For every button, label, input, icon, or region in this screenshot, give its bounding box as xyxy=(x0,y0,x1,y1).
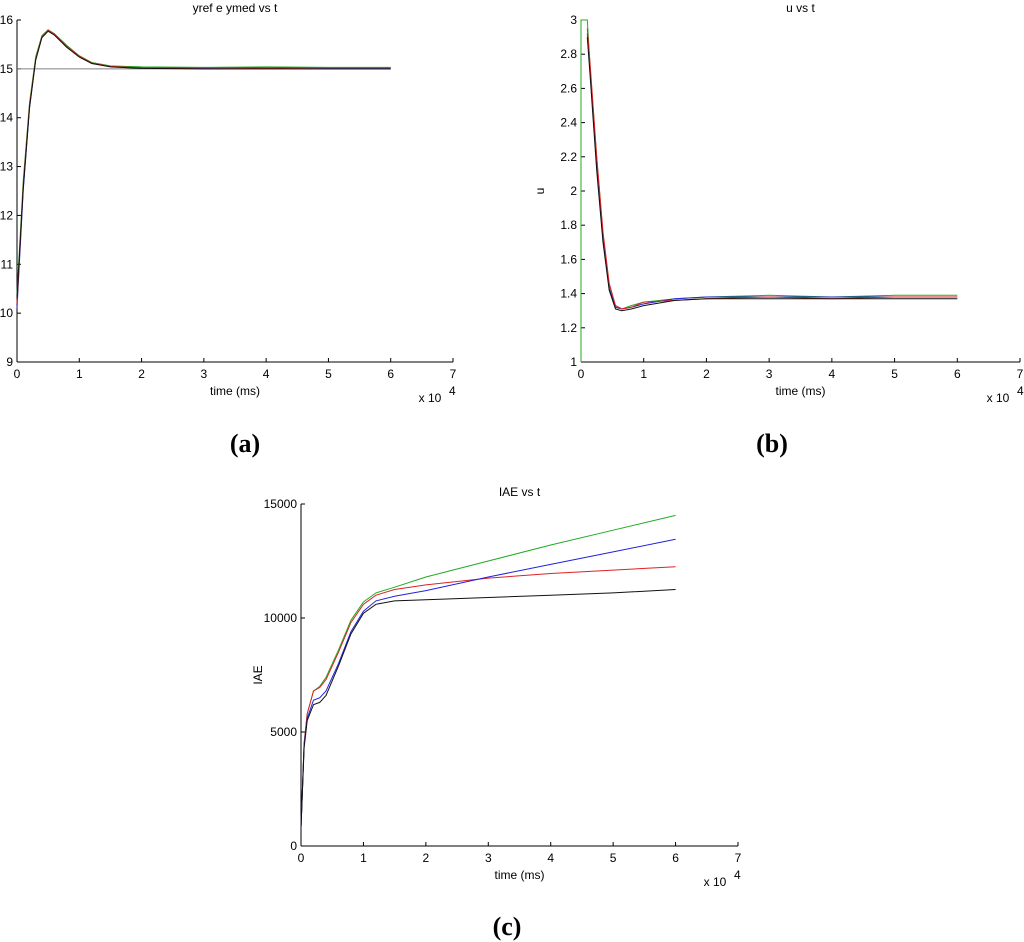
x-axis-label: time (ms) xyxy=(495,868,545,882)
x-tick-label: 4 xyxy=(263,367,270,381)
y-tick-label: 5000 xyxy=(270,725,297,739)
x-tick-label: 2 xyxy=(423,851,430,865)
panel-label-b: (b) xyxy=(756,429,788,458)
y-tick-label: 15 xyxy=(0,62,13,76)
x-tick-label: 3 xyxy=(766,367,773,381)
x-tick-label: 0 xyxy=(14,367,21,381)
series-line-2 xyxy=(586,28,958,310)
series-line-2 xyxy=(300,538,676,828)
y-tick-label: 1.2 xyxy=(560,321,577,335)
y-tick-label: 10 xyxy=(0,306,13,320)
y-tick-label: 2 xyxy=(570,184,577,198)
x-tick-label: 3 xyxy=(201,367,208,381)
y-tick-label: 11 xyxy=(1,257,14,271)
y-tick-label: 13 xyxy=(0,160,13,174)
y-tick-label: 0 xyxy=(290,839,297,853)
chart-title: u vs t xyxy=(786,1,815,15)
x-tick-label: 5 xyxy=(610,851,617,865)
x-multiplier-label: x 10 xyxy=(987,391,1010,405)
x-axis-label: time (ms) xyxy=(776,384,826,398)
x-axis-label: time (ms) xyxy=(210,384,260,398)
panel-label-a: (a) xyxy=(230,429,260,458)
y-tick-label: 2.6 xyxy=(560,81,577,95)
plot-area xyxy=(581,20,1020,362)
x-multiplier-exponent: 4 xyxy=(449,384,456,398)
series-line-1 xyxy=(300,566,676,828)
x-tick-label: 0 xyxy=(298,851,305,865)
y-tick-label: 2.8 xyxy=(560,47,577,61)
x-tick-label: 3 xyxy=(485,851,492,865)
x-tick-label: 4 xyxy=(829,367,836,381)
series-line-4 xyxy=(16,30,391,299)
y-tick-label: 9 xyxy=(6,355,13,369)
plot-area xyxy=(17,20,453,362)
x-tick-label: 6 xyxy=(954,367,961,381)
x-tick-label: 5 xyxy=(325,367,332,381)
y-tick-label: 10000 xyxy=(264,611,298,625)
y-tick-label: 12 xyxy=(0,208,13,222)
chart-title: IAE vs t xyxy=(499,485,541,499)
y-tick-label: 14 xyxy=(0,111,13,125)
x-tick-label: 7 xyxy=(735,851,742,865)
y-tick-label: 2.2 xyxy=(560,150,577,164)
chart-u-vs-t: 0 1 2 3 4 5 6 711.21.41.61.822.22.42.62.83u vs … xyxy=(533,1,1024,405)
chart-iae-vs-t: 0 1 2 3 4 5 6 7 0 5000 10000 15000 IAE vs t time (ms)… xyxy=(251,485,742,889)
panel-label-c: (c) xyxy=(493,912,522,941)
x-multiplier-exponent: 4 xyxy=(1017,384,1024,398)
x-tick-label: 2 xyxy=(703,367,710,381)
x-tick-label: 2 xyxy=(138,367,145,381)
x-tick-label: 4 xyxy=(547,851,554,865)
y-tick-label: 1.6 xyxy=(560,252,577,266)
y-tick-label: 15000 xyxy=(264,497,298,511)
y-tick-label: 1.8 xyxy=(560,218,577,232)
x-tick-label: 1 xyxy=(76,367,83,381)
x-tick-label: 7 xyxy=(450,367,457,381)
x-multiplier-label: x 10 xyxy=(704,875,727,889)
x-tick-label: 1 xyxy=(640,367,647,381)
y-tick-label: 1.4 xyxy=(560,287,577,301)
x-tick-label: 5 xyxy=(891,367,898,381)
y-tick-label: 3 xyxy=(570,13,577,27)
x-multiplier-label: x 10 xyxy=(419,391,442,405)
x-tick-label: 6 xyxy=(387,367,394,381)
chart-title: yref e ymed vs t xyxy=(193,1,278,15)
y-tick-label: 1 xyxy=(570,355,577,369)
x-tick-label: 1 xyxy=(360,851,367,865)
x-tick-label: 7 xyxy=(1017,367,1024,381)
y-tick-label: 16 xyxy=(0,13,13,27)
plot-area xyxy=(301,504,738,846)
x-tick-label: 6 xyxy=(672,851,679,865)
y-tick-label: 2.4 xyxy=(560,116,577,130)
x-multiplier-exponent: 4 xyxy=(734,868,741,882)
series-line-3 xyxy=(300,589,676,828)
y-axis-label: u xyxy=(533,188,547,195)
series-line-3 xyxy=(586,37,958,312)
x-tick-label: 0 xyxy=(578,367,585,381)
y-axis-label: IAE xyxy=(251,665,265,684)
